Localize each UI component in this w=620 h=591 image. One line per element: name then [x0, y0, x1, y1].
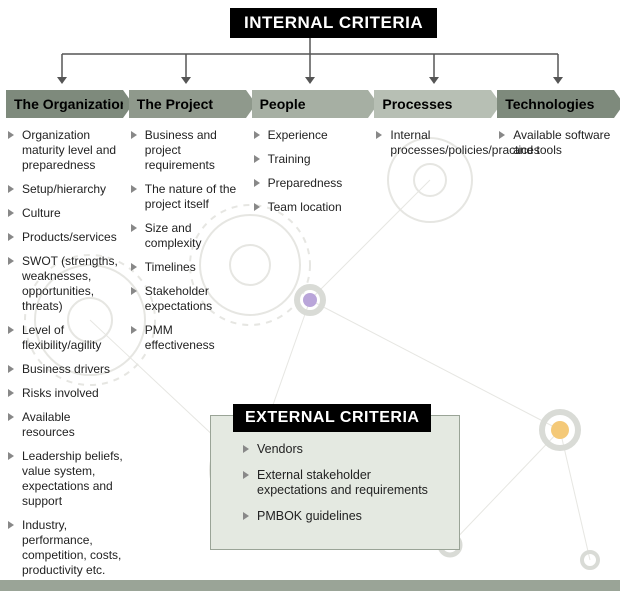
column-processes: Processes Internal processes/policies/pr… [374, 90, 491, 587]
list-item: Size and complexity [131, 221, 246, 251]
list-item: Team location [254, 200, 369, 215]
main-title: INTERNAL CRITERIA [230, 8, 437, 38]
list-item: PMM effectiveness [131, 323, 246, 353]
column-header-people: People [252, 90, 369, 118]
column-organization: The Organization Organization maturity l… [6, 90, 123, 587]
list-item: Internal processes/policies/practices [376, 128, 491, 158]
list-item: Stakeholder expectations [131, 284, 246, 314]
list-item: Risks involved [8, 386, 123, 401]
column-items-processes: Internal processes/policies/practices [374, 128, 491, 158]
column-header-project: The Project [129, 90, 246, 118]
list-item: Setup/hierarchy [8, 182, 123, 197]
list-item: Timelines [131, 260, 246, 275]
column-header-organization: The Organization [6, 90, 123, 118]
columns-container: The Organization Organization maturity l… [0, 90, 620, 587]
list-item: Culture [8, 206, 123, 221]
list-item: Leadership beliefs, value system, expect… [8, 449, 123, 509]
list-item: Organization maturity level and prepared… [8, 128, 123, 173]
list-item: Industry, performance, competition, cost… [8, 518, 123, 578]
column-people: People Experience Training Preparedness … [252, 90, 369, 587]
list-item: Available software and tools [499, 128, 614, 158]
column-technologies: Technologies Available software and tool… [497, 90, 614, 587]
column-items-technologies: Available software and tools [497, 128, 614, 158]
list-item: Level of flexibility/agility [8, 323, 123, 353]
list-item: Training [254, 152, 369, 167]
list-item: Experience [254, 128, 369, 143]
column-project: The Project Business and project require… [129, 90, 246, 587]
list-item: SWOT (strengths, weaknesses, opportuniti… [8, 254, 123, 314]
column-items-project: Business and project requirements The na… [129, 128, 246, 353]
list-item: The nature of the project itself [131, 182, 246, 212]
column-header-technologies: Technologies [497, 90, 614, 118]
list-item: Business drivers [8, 362, 123, 377]
connector-svg [0, 38, 620, 90]
column-items-organization: Organization maturity level and prepared… [6, 128, 123, 578]
column-header-processes: Processes [374, 90, 491, 118]
list-item: Available resources [8, 410, 123, 440]
list-item: Business and project requirements [131, 128, 246, 173]
column-items-people: Experience Training Preparedness Team lo… [252, 128, 369, 215]
list-item: Products/services [8, 230, 123, 245]
list-item: Preparedness [254, 176, 369, 191]
